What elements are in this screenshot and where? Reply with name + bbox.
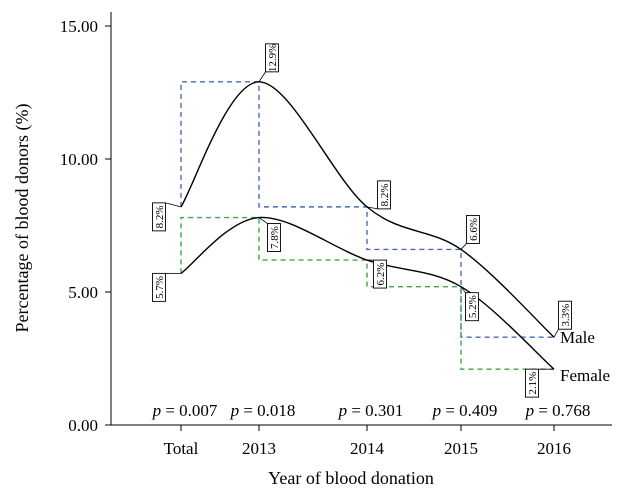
data-label-male-0: 8.2%: [152, 202, 182, 232]
label-text: 8.2%: [154, 205, 166, 228]
label-box: [377, 180, 391, 210]
label-connector: [460, 286, 466, 293]
p-value-1: p = 0.018: [230, 401, 296, 420]
label-text: 12.9%: [267, 44, 279, 72]
label-box: [152, 202, 166, 232]
label-box: [373, 259, 387, 289]
label-text: 8.2%: [379, 183, 391, 206]
y-tick-label-3: 15.00: [60, 17, 98, 36]
label-connector: [553, 329, 559, 338]
label-connector: [258, 217, 268, 224]
x-tick-label-4: 2016: [537, 439, 571, 458]
label-connector: [258, 71, 266, 83]
label-text: 5.2%: [467, 295, 479, 318]
data-label-male-4: 3.3%: [553, 300, 572, 338]
y-tick-label-2: 10.00: [60, 150, 98, 169]
data-labels: 8.2% 12.9% 8.2% 6.6% 3.3% 5.7% 7.8% 6.2% 5.2% 2.1…: [152, 43, 572, 398]
y-tick-label-1: 5.00: [68, 283, 98, 302]
step-line-female: [180, 216, 554, 370]
data-label-male-1: 12.9%: [258, 43, 279, 83]
data-label-female-0: 5.7%: [152, 272, 181, 302]
label-box: [267, 223, 281, 252]
p-value-3: p = 0.409: [432, 401, 498, 420]
label-text: 7.8%: [269, 226, 281, 249]
label-box: [152, 272, 166, 302]
x-tick-label-0: Total: [164, 439, 199, 458]
label-text: 3.3%: [560, 304, 572, 327]
label-box: [465, 292, 479, 322]
x-tick-label-1: 2013: [242, 439, 276, 458]
label-text: 5.7%: [154, 276, 166, 299]
step-line-male: [180, 81, 554, 338]
data-label-male-3: 6.6%: [460, 214, 480, 250]
label-box: [466, 214, 480, 244]
data-label-female-4: 2.1%: [525, 368, 554, 398]
x-tick-label-2: 2014: [350, 439, 385, 458]
label-text: 6.2%: [375, 263, 387, 286]
x-axis-title: Year of blood donation: [268, 468, 434, 488]
data-label-female-1: 7.8%: [258, 217, 281, 252]
label-connector: [366, 206, 378, 210]
p-value-0: p = 0.007: [152, 401, 218, 420]
axes: [110, 12, 612, 426]
y-tick-label-0: 0.00: [68, 416, 98, 435]
y-axis-title: Percentage of blood donors (%): [12, 104, 33, 333]
series-label-female: Female: [560, 366, 610, 385]
label-box: [265, 43, 279, 73]
label-connector: [165, 202, 182, 208]
series-labels: Male Female: [560, 328, 610, 385]
label-box: [558, 300, 572, 330]
ticks: 0.00 5.00 10.00 15.00 Total 2013 2014 2015 2016: [60, 17, 571, 458]
label-box: [525, 368, 539, 398]
data-label-female-3: 5.2%: [460, 286, 479, 322]
series-label-male: Male: [560, 328, 595, 347]
label-connector: [460, 243, 467, 250]
data-label-female-2: 6.2%: [367, 259, 387, 289]
p-value-2: p = 0.301: [338, 401, 404, 420]
data-label-male-2: 8.2%: [366, 180, 391, 210]
p-values: p = 0.007 p = 0.018 p = 0.301 p = 0.409 p = …: [152, 401, 591, 420]
curve-male: [180, 81, 555, 338]
label-text: 2.1%: [527, 372, 539, 395]
x-tick-label-3: 2015: [444, 439, 478, 458]
label-text: 6.6%: [468, 218, 480, 241]
p-value-4: p = 0.768: [525, 401, 591, 420]
